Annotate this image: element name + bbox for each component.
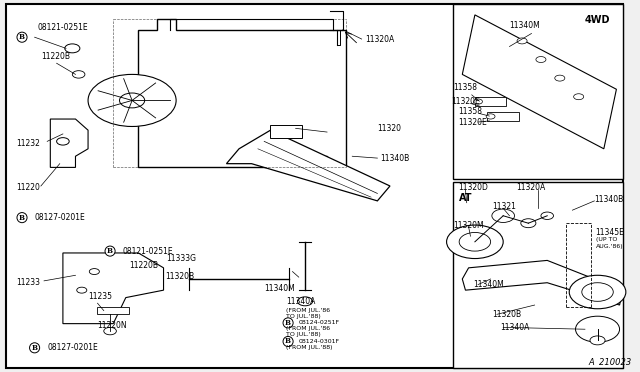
Text: (FROM JUL.'86: (FROM JUL.'86 bbox=[286, 326, 330, 331]
Circle shape bbox=[298, 297, 312, 306]
Text: 08124-0251F: 08124-0251F bbox=[299, 320, 340, 326]
Text: 11235: 11235 bbox=[88, 292, 112, 301]
FancyBboxPatch shape bbox=[488, 112, 519, 121]
FancyBboxPatch shape bbox=[475, 97, 506, 106]
Text: 11345E: 11345E bbox=[596, 228, 625, 237]
Polygon shape bbox=[138, 19, 346, 167]
Polygon shape bbox=[227, 130, 390, 201]
Text: 11340B: 11340B bbox=[595, 195, 623, 203]
Circle shape bbox=[590, 336, 605, 345]
Text: 11320B: 11320B bbox=[492, 310, 521, 319]
Polygon shape bbox=[63, 253, 164, 324]
Circle shape bbox=[555, 75, 565, 81]
Text: 11320M: 11320M bbox=[453, 221, 483, 230]
FancyBboxPatch shape bbox=[453, 4, 623, 179]
Text: 11220B: 11220B bbox=[129, 262, 158, 270]
Text: 4WD: 4WD bbox=[584, 15, 610, 25]
Text: 08121-0251E: 08121-0251E bbox=[123, 247, 173, 256]
Circle shape bbox=[104, 327, 116, 335]
Text: 11233: 11233 bbox=[16, 278, 40, 287]
Text: 11340B: 11340B bbox=[381, 154, 410, 163]
Circle shape bbox=[447, 225, 503, 259]
Text: B: B bbox=[19, 214, 25, 222]
FancyBboxPatch shape bbox=[453, 182, 623, 368]
Polygon shape bbox=[462, 15, 616, 149]
Circle shape bbox=[521, 219, 536, 228]
Text: 08127-0201E: 08127-0201E bbox=[35, 213, 85, 222]
Text: 11340M: 11340M bbox=[473, 280, 504, 289]
Text: 11320D: 11320D bbox=[458, 183, 488, 192]
Circle shape bbox=[492, 209, 515, 222]
Text: 11220: 11220 bbox=[16, 183, 40, 192]
Text: 11358: 11358 bbox=[458, 107, 482, 116]
Text: 11320E: 11320E bbox=[452, 97, 481, 106]
Circle shape bbox=[536, 57, 546, 62]
Text: 11340M: 11340M bbox=[509, 21, 540, 30]
Text: B: B bbox=[285, 319, 291, 327]
Text: TO JUL.'88): TO JUL.'88) bbox=[286, 332, 321, 337]
Circle shape bbox=[120, 93, 145, 108]
Circle shape bbox=[65, 44, 80, 53]
Text: 08121-0251E: 08121-0251E bbox=[38, 23, 88, 32]
Text: TO JUL.'88): TO JUL.'88) bbox=[286, 314, 321, 320]
Text: (FROM JUL.'88): (FROM JUL.'88) bbox=[286, 345, 333, 350]
Text: 08124-0301F: 08124-0301F bbox=[299, 339, 340, 344]
Circle shape bbox=[569, 275, 626, 309]
Text: AT: AT bbox=[459, 193, 473, 203]
Polygon shape bbox=[51, 119, 88, 167]
Polygon shape bbox=[462, 260, 623, 305]
Text: B: B bbox=[107, 247, 113, 255]
Text: 11320E: 11320E bbox=[458, 118, 486, 126]
Text: AUG.'86): AUG.'86) bbox=[596, 244, 623, 249]
Text: 11340A: 11340A bbox=[286, 297, 316, 306]
Circle shape bbox=[72, 71, 85, 78]
Text: 11232: 11232 bbox=[16, 139, 40, 148]
Circle shape bbox=[541, 212, 554, 219]
Text: B: B bbox=[19, 33, 25, 41]
Text: B: B bbox=[285, 337, 291, 346]
Text: 11220N: 11220N bbox=[97, 321, 127, 330]
Circle shape bbox=[582, 283, 613, 301]
Text: 11320A: 11320A bbox=[365, 35, 394, 44]
Text: 11320B: 11320B bbox=[164, 272, 194, 280]
Circle shape bbox=[486, 114, 495, 119]
Circle shape bbox=[474, 99, 483, 104]
Circle shape bbox=[56, 138, 69, 145]
Text: 11358: 11358 bbox=[453, 83, 477, 92]
Circle shape bbox=[90, 269, 99, 275]
Text: 11321: 11321 bbox=[492, 202, 516, 211]
Text: (UP TO: (UP TO bbox=[596, 237, 617, 243]
Text: 11333G: 11333G bbox=[166, 254, 196, 263]
FancyBboxPatch shape bbox=[6, 4, 623, 368]
Text: 11320A: 11320A bbox=[516, 183, 545, 192]
Circle shape bbox=[459, 232, 491, 251]
Text: B: B bbox=[31, 344, 38, 352]
FancyBboxPatch shape bbox=[97, 307, 129, 314]
Circle shape bbox=[77, 287, 87, 293]
Text: 11340A: 11340A bbox=[500, 323, 529, 332]
Circle shape bbox=[517, 38, 527, 44]
FancyBboxPatch shape bbox=[271, 125, 302, 138]
Circle shape bbox=[575, 316, 620, 342]
Circle shape bbox=[88, 74, 176, 126]
Text: 11320: 11320 bbox=[378, 124, 401, 133]
Text: (FROM JUL.'86: (FROM JUL.'86 bbox=[286, 308, 330, 313]
Text: 08127-0201E: 08127-0201E bbox=[47, 343, 98, 352]
Circle shape bbox=[573, 94, 584, 100]
Text: 11340M: 11340M bbox=[264, 284, 295, 293]
Text: 11220B: 11220B bbox=[41, 52, 70, 61]
Text: A  210023: A 210023 bbox=[588, 358, 631, 367]
